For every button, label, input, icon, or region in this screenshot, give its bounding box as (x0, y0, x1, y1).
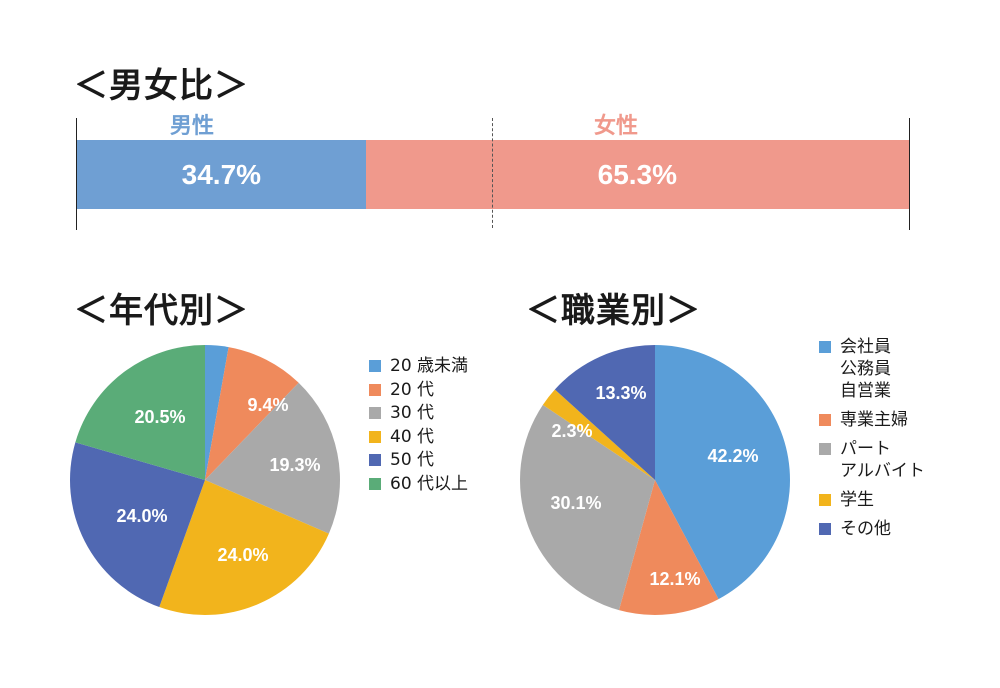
legend-swatch (819, 494, 831, 506)
job-legend-item-3: 学生 (819, 489, 925, 511)
pie-data-label-4: 13.3% (595, 383, 646, 403)
legend-swatch (819, 341, 831, 353)
pie-slice-1 (618, 480, 719, 615)
female-percentage: 65.3% (597, 158, 678, 190)
legend-swatch (369, 383, 381, 396)
legend-swatch (819, 523, 831, 535)
age-legend-item-3: 40 代 (369, 426, 468, 450)
pie-data-label-5: 20.5% (134, 407, 185, 427)
legend-label: パート アルバイト (840, 439, 925, 481)
pie-slice-5 (75, 345, 205, 480)
legend-label: 20 歳未満 (390, 356, 469, 376)
pie-data-label-3: 24.0% (217, 545, 268, 565)
pie-data-label-4: 24.0% (116, 506, 167, 526)
pie-slice-3 (159, 480, 329, 616)
legend-swatch (369, 360, 381, 372)
job-legend-item-1: 専業主婦 (819, 409, 925, 431)
job-legend: 会社員 公務員 自営業専業主婦パート アルバイト学生その他 (819, 336, 925, 547)
bar-midpoint-dashed-line (492, 118, 493, 228)
age-legend-item-5: 60 代以上 (369, 473, 468, 497)
age-legend-item-1: 20 代 (369, 379, 468, 403)
legend-swatch (369, 477, 381, 490)
gender-stacked-bar: 34.7% 65.3% (77, 140, 909, 209)
legend-label: 60 代以上 (390, 473, 469, 494)
pie-slice-3 (542, 389, 655, 480)
gender-section-title: ＜男女比＞ (74, 66, 249, 106)
job-legend-item-2: パート アルバイト (819, 438, 925, 482)
pie-slice-2 (205, 382, 340, 534)
legend-label: その他 (840, 519, 891, 539)
legend-label: 学生 (840, 490, 874, 510)
pie-data-label-1: 12.1% (649, 569, 700, 589)
pie-data-label-2: 19.3% (269, 455, 320, 475)
pie-slice-1 (205, 347, 299, 480)
legend-label: 30 代 (390, 403, 435, 423)
female-label: 女性 (594, 114, 639, 139)
age-legend-item-4: 50 代 (369, 449, 468, 473)
legend-label: 20 代 (390, 379, 435, 400)
age-legend-item-2: 30 代 (369, 402, 468, 426)
job-legend-item-0: 会社員 公務員 自営業 (819, 336, 925, 402)
pie-slice-4 (554, 345, 655, 480)
pie-data-label-3: 2.3% (551, 421, 592, 441)
female-bar-segment: 65.3% (365, 140, 909, 209)
legend-swatch (819, 414, 831, 426)
age-legend-item-0: 20 歳未満 (369, 355, 468, 379)
legend-label: 50 代 (390, 450, 435, 470)
legend-swatch (819, 443, 831, 455)
job-section-title: ＜職業別＞ (526, 291, 701, 331)
pie-data-label-1: 9.4% (247, 395, 288, 415)
bar-left-border (76, 118, 77, 230)
pie-data-label-2: 30.1% (550, 493, 601, 513)
pie-slice-4 (70, 442, 205, 608)
pie-data-label-0: 42.2% (707, 446, 758, 466)
male-percentage: 34.7% (181, 158, 262, 190)
legend-swatch (369, 407, 381, 419)
legend-label: 40 代 (390, 426, 435, 447)
legend-swatch (369, 430, 381, 443)
legend-label: 会社員 公務員 自営業 (840, 337, 891, 401)
pie-slice-0 (655, 345, 790, 600)
age-legend: 20 歳未満 20 代 30 代 40 代 50 代 60 代以上 (369, 355, 468, 496)
legend-swatch (369, 454, 381, 466)
bar-right-border (909, 118, 910, 230)
male-bar-segment: 34.7% (77, 140, 366, 209)
age-section-title: ＜年代別＞ (74, 291, 249, 331)
pie-slice-2 (519, 404, 655, 611)
legend-label: 専業主婦 (840, 410, 908, 430)
male-label: 男性 (170, 114, 215, 139)
job-legend-item-4: その他 (819, 518, 925, 540)
pie-slice-0 (205, 345, 229, 480)
